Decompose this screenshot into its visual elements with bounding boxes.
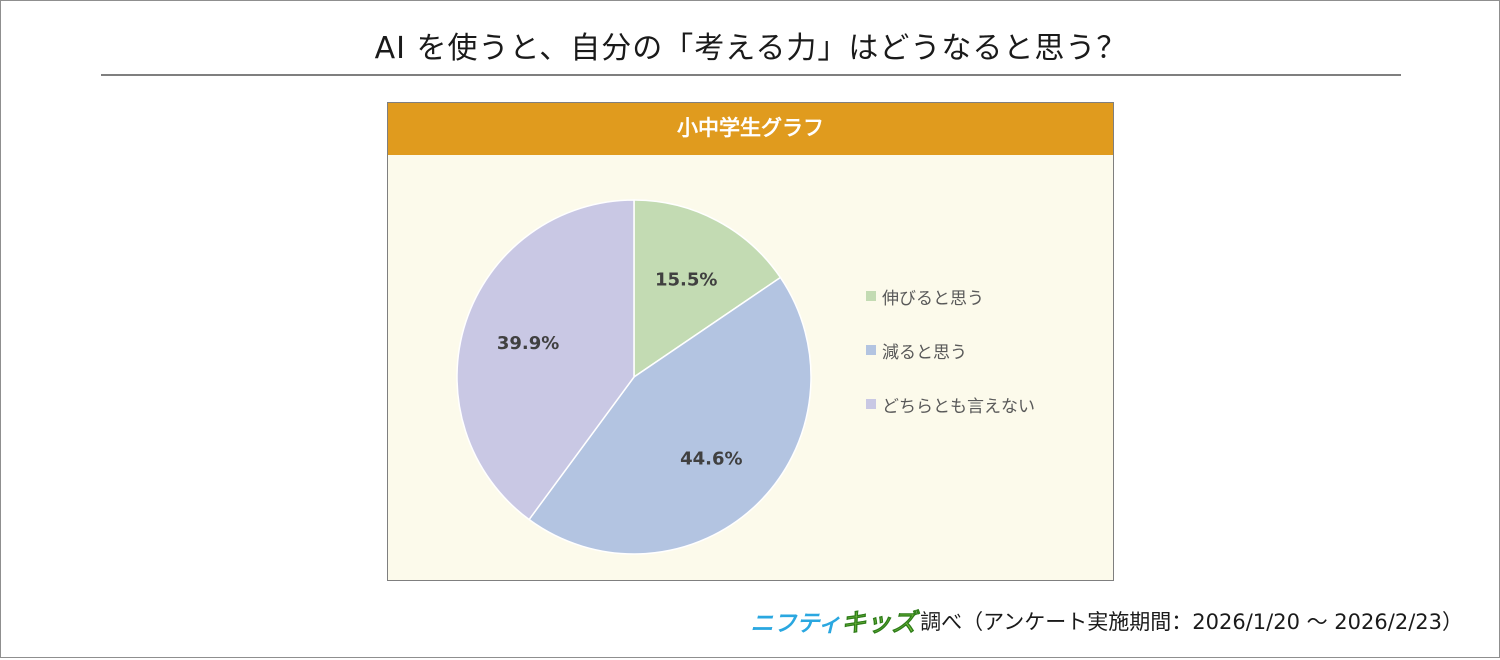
page-title: AI を使うと、自分の「考える力」はどうなると思う？ — [374, 31, 1128, 66]
legend-item-decrease: 減ると思う — [866, 337, 1035, 363]
pie-slice-grow — [633, 199, 782, 379]
brand-logo-part2: キッズ — [841, 608, 917, 638]
chart-legend: 伸びると思う 減ると思う どちらとも言えない — [866, 283, 1035, 445]
source-footer: ニフティ キッズ 調べ（アンケート実施期間：2026/1/20 〜 2026/2… — [750, 603, 1463, 639]
data-label-neither: 39.9% — [497, 333, 559, 354]
legend-label: 減ると思う — [882, 342, 967, 363]
legend-label: 伸びると思う — [882, 288, 984, 309]
legend-swatch-decrease — [866, 345, 876, 355]
title-divider — [101, 74, 1401, 76]
legend-swatch-grow — [866, 291, 876, 301]
legend-swatch-neither — [866, 399, 876, 409]
source-text: 調べ（アンケート実施期間：2026/1/20 〜 2026/2/23） — [920, 610, 1463, 634]
pie-chart: 15.5% 44.6% 39.9% — [456, 199, 812, 555]
brand-logo-part1: ニフティ — [750, 611, 842, 637]
pie-slice-neither — [456, 199, 635, 521]
legend-item-neither: どちらとも言えない — [866, 391, 1035, 417]
data-label-decrease: 44.6% — [680, 448, 742, 469]
legend-item-grow: 伸びると思う — [866, 283, 1035, 309]
pie-slice-decrease — [528, 276, 812, 555]
chart-title: 小中学生グラフ — [388, 103, 1113, 155]
legend-label: どちらとも言えない — [882, 396, 1035, 417]
chart-panel: 小中学生グラフ 15.5% 44.6% 39.9% 伸びると思う 減ると思う どちら… — [387, 102, 1114, 581]
data-label-grow: 15.5% — [655, 269, 717, 290]
brand-logo: ニフティ キッズ — [750, 603, 916, 639]
